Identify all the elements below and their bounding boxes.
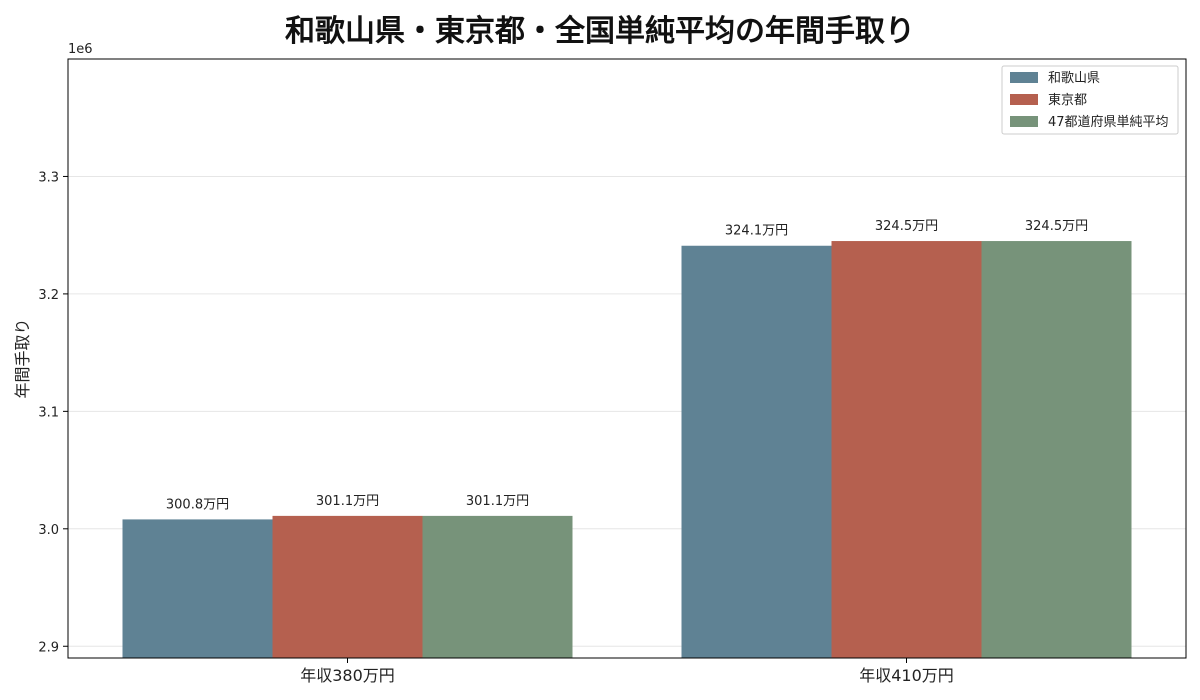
y-tick-label: 2.9 bbox=[38, 640, 59, 655]
bar-value-label: 301.1万円 bbox=[466, 494, 529, 509]
legend-entry: 東京都 bbox=[1048, 92, 1087, 108]
legend-swatch bbox=[1010, 72, 1038, 83]
y-tick-label: 3.1 bbox=[38, 405, 59, 420]
label-layer: 300.8万円 301.1万円 301.1万円 324.1万円 324.5万円 324.5… bbox=[166, 219, 1088, 512]
y-offset-label: 1e6 bbox=[68, 42, 93, 57]
bar-value-label: 324.5万円 bbox=[1025, 219, 1088, 234]
y-tick-label: 3.0 bbox=[38, 523, 59, 538]
y-tick-label: 3.3 bbox=[38, 170, 59, 185]
x-category-label: 年収380万円 bbox=[300, 666, 395, 685]
legend-entry: 47都道府県単純平均 bbox=[1048, 114, 1169, 130]
axis-layer: 2.9 3.0 3.1 3.2 3.3 年収380万円 年収410万円 bbox=[38, 170, 953, 685]
chart-title: 和歌山県・東京都・全国単純平均の年間手取り bbox=[285, 14, 915, 49]
legend-box bbox=[1001, 65, 1179, 135]
legend-swatch bbox=[1010, 116, 1038, 127]
plot-frame bbox=[67, 58, 1187, 659]
bar-layer bbox=[122, 241, 1132, 659]
bar bbox=[981, 241, 1132, 659]
bar-value-label: 324.1万円 bbox=[725, 224, 788, 239]
y-axis-label: 年間手取り bbox=[13, 318, 32, 398]
bar bbox=[422, 515, 573, 658]
bar-value-label: 300.8万円 bbox=[166, 497, 229, 512]
bar-value-label: 324.5万円 bbox=[875, 219, 938, 234]
bar-value-label: 301.1万円 bbox=[316, 494, 379, 509]
bar bbox=[681, 245, 832, 658]
y-tick-label: 3.2 bbox=[38, 288, 59, 303]
legend-swatch bbox=[1010, 94, 1038, 105]
legend-entry: 和歌山県 bbox=[1048, 71, 1100, 86]
x-category-label: 年収410万円 bbox=[859, 666, 954, 685]
bar bbox=[122, 519, 273, 658]
bar bbox=[272, 515, 423, 658]
bar bbox=[831, 241, 982, 659]
